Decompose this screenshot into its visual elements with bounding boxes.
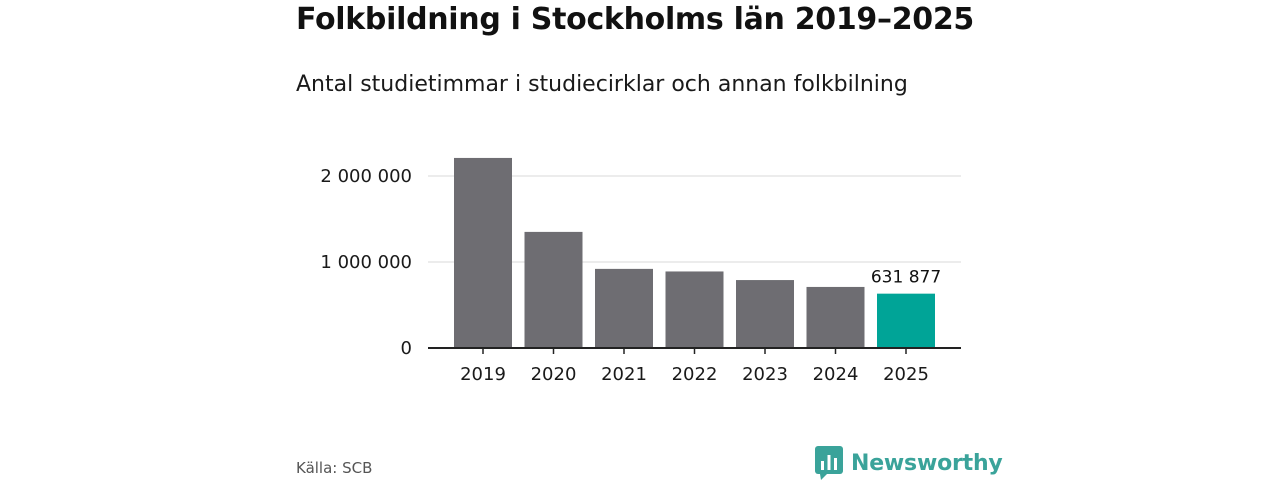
x-tick-label: 2020 — [531, 364, 577, 385]
y-tick-label: 2 000 000 — [320, 166, 412, 187]
brand-name: Newsworthy — [851, 450, 1003, 476]
data-label-2025: 631 877 — [871, 268, 941, 288]
x-tick-label: 2022 — [672, 364, 718, 385]
bar-2025 — [877, 293, 935, 348]
bar-2023 — [736, 280, 794, 348]
x-tick-label: 2024 — [813, 364, 859, 385]
brand-logo: Newsworthy — [815, 446, 1003, 480]
y-tick-label: 0 — [401, 338, 412, 359]
source-note: Källa: SCB — [296, 459, 373, 477]
x-tick-label: 2025 — [883, 364, 929, 385]
bar-2022 — [665, 271, 724, 348]
bar-2019 — [454, 157, 512, 348]
chart-subtitle: Antal studietimmar i studiecirklar och a… — [296, 72, 908, 97]
bar-chart: 0 1 000 000 2 000 000 2019 2020 2021 2022 2023 2… — [320, 157, 961, 385]
bar-2021 — [595, 268, 653, 348]
chart-title: Folkbildning i Stockholms län 2019–2025 — [296, 2, 975, 37]
bar-2024 — [806, 286, 865, 348]
bar-chart-bubble-icon — [815, 446, 843, 480]
x-tick-label: 2023 — [742, 364, 788, 385]
x-tick-label: 2019 — [460, 364, 506, 385]
bar-2020 — [524, 231, 583, 348]
x-tick-label: 2021 — [601, 364, 647, 385]
y-tick-label: 1 000 000 — [320, 252, 412, 273]
